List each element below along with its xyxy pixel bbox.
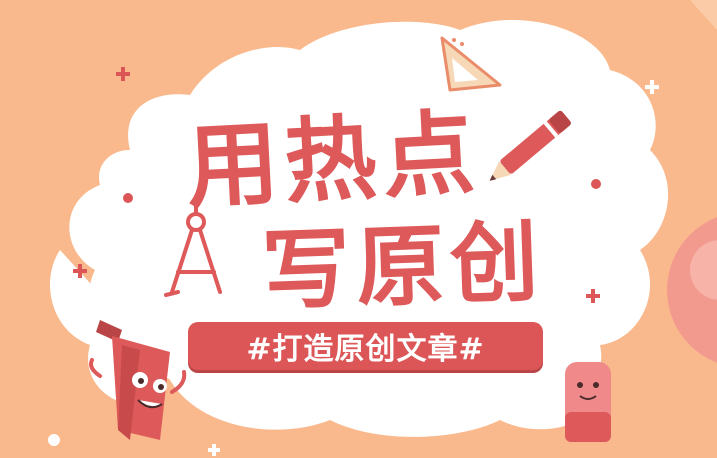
white-cloud-bottom <box>170 360 600 437</box>
subtitle-text: #打造原创文章# <box>246 332 485 367</box>
dot-decorations <box>123 179 601 203</box>
white-cloud-backdrop <box>69 19 669 411</box>
compass-icon <box>164 203 222 297</box>
pencil-icon <box>489 110 571 181</box>
subtitle-banner: #打造原创文章# <box>188 322 543 370</box>
plus-sparkle-icon <box>73 67 600 303</box>
plus-sparkle-white-icon <box>208 80 659 456</box>
triangle-ruler-icon <box>440 36 502 92</box>
top-right-shape <box>690 0 717 30</box>
headline-line-2: 写原创 <box>260 210 546 323</box>
pink-sphere-highlight <box>690 240 717 300</box>
eraser-character-icon <box>565 362 611 442</box>
dot-white-decoration <box>48 434 60 446</box>
pencil-character-icon <box>89 320 187 440</box>
